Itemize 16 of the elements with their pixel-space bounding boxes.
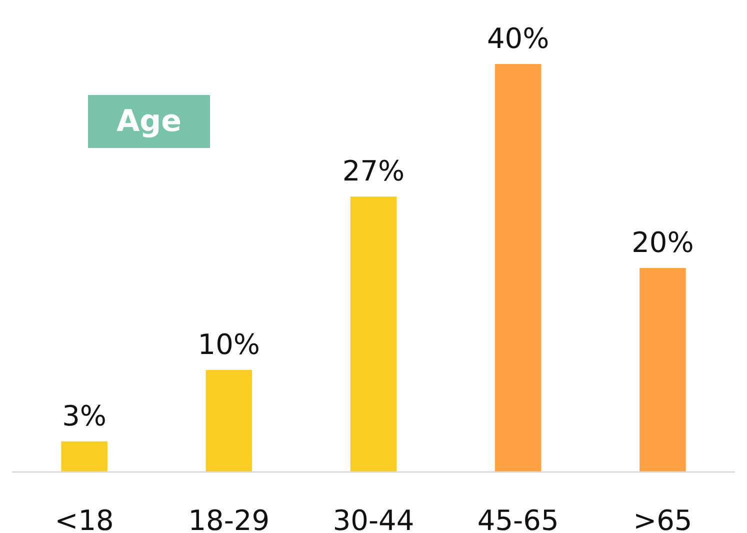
bar	[206, 370, 252, 472]
data-label: 3%	[62, 399, 107, 432]
bar	[350, 196, 397, 472]
x-tick-label: 45-65	[477, 504, 559, 533]
text: Age	[116, 104, 182, 139]
data-label: 10%	[198, 328, 260, 361]
data-label: 20%	[632, 226, 694, 259]
data-label: 27%	[342, 154, 405, 188]
x-tick-label: 18-29	[188, 504, 270, 533]
bar	[640, 268, 686, 472]
data-label: 40%	[486, 22, 550, 55]
x-tick-label: 30-44	[332, 504, 414, 533]
bar	[61, 441, 108, 472]
x-tick-label: >65	[633, 504, 692, 533]
x-tick-label: <18	[54, 504, 114, 533]
bar	[494, 64, 542, 472]
